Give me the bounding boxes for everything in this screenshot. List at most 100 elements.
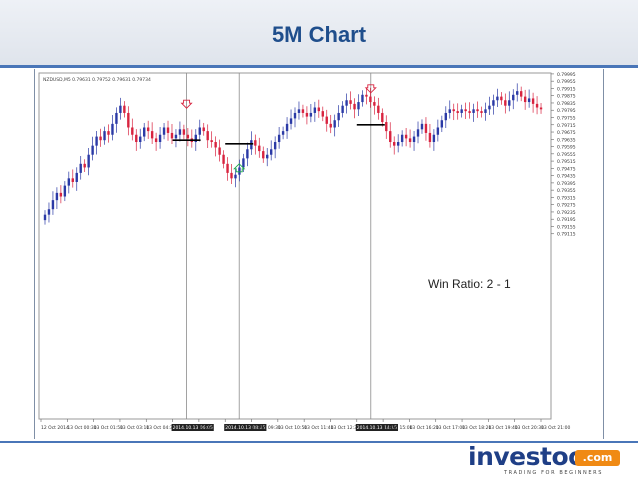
candle-body (512, 94, 515, 101)
y-tick-label: 0.79995 (557, 72, 576, 78)
candle-body (432, 134, 436, 143)
x-tick-label: 13 Oct 04:30 (146, 425, 175, 431)
candle-body (448, 109, 451, 113)
candle-body (293, 112, 297, 119)
candle-body (424, 123, 428, 133)
candle-body (206, 131, 209, 141)
candle-body (527, 98, 531, 103)
candle-body (95, 136, 98, 146)
x-tick-highlight (355, 424, 398, 431)
candle-body (87, 154, 90, 168)
candle-body (214, 142, 217, 148)
candle-body (321, 111, 324, 117)
candle-body (535, 103, 539, 108)
candle-body (504, 100, 507, 106)
candle-body (309, 112, 313, 117)
x-tick-label: 2014.10.13 06:05 (173, 425, 213, 431)
x-tick-highlight (224, 424, 267, 431)
candle-body (150, 131, 154, 139)
x-tick-label: 13 Oct 17:00 (436, 425, 465, 431)
candle-body (496, 96, 499, 101)
y-tick-label: 0.79675 (557, 130, 576, 136)
candle-body (146, 127, 150, 132)
candle-body (170, 132, 174, 139)
candle-body (472, 109, 475, 113)
candle-body (484, 109, 487, 113)
candle-body (539, 107, 543, 110)
candle-body (166, 127, 170, 133)
x-tick-label: 13 Oct (199, 425, 214, 431)
candle-body (242, 158, 245, 168)
y-tick-label: 0.79315 (557, 195, 576, 201)
candle-body (182, 129, 186, 135)
candle-body (194, 134, 197, 143)
candle-body (519, 91, 523, 97)
candle-body (103, 131, 106, 141)
candle-body (277, 134, 281, 143)
candle-body (234, 174, 237, 179)
candle-body (468, 111, 471, 113)
candle-body (55, 192, 59, 201)
candle-body (452, 109, 455, 112)
candle-body (329, 123, 332, 128)
candle-body (266, 154, 269, 159)
buy-arrow-icon (233, 163, 246, 173)
candle-body (119, 105, 122, 113)
candle-body (127, 112, 130, 128)
symbol-label: NZDUSD,M5 0.79631 0.79752 0.79631 0.7973… (43, 77, 151, 83)
candle-body (531, 98, 535, 104)
candle-body (202, 127, 205, 132)
candle-body (99, 136, 102, 141)
x-tick-label: 13 Oct 15:00 (383, 425, 412, 431)
candle-body (67, 178, 71, 186)
candle-body (488, 105, 491, 110)
candle-body (262, 151, 265, 159)
candle-body (420, 123, 424, 130)
candle-body (516, 91, 519, 95)
candle-body (408, 138, 412, 143)
y-tick-label: 0.79595 (557, 145, 576, 151)
candle-body (353, 103, 356, 110)
x-tick-label: 2014.10.13 14:15 (357, 425, 397, 431)
candle-body (143, 127, 146, 137)
candle-body (230, 172, 233, 179)
candle-body (381, 112, 384, 123)
candle-body (289, 118, 293, 124)
x-tick-label: 13 Oct 21:00 (541, 425, 570, 431)
y-tick-label: 0.79155 (557, 224, 576, 230)
x-tick-label: 13 Oct 16:20 (409, 425, 438, 431)
candle-body (373, 102, 376, 106)
candle-body (436, 127, 440, 135)
candle-body (158, 134, 162, 143)
x-tick-label: 13 Oct 18:20 (462, 425, 491, 431)
sell-arrow-icon (180, 99, 193, 109)
candle-body (492, 100, 495, 106)
candle-body (47, 209, 51, 215)
x-tick-label: 13 Oct 10:50 (278, 425, 307, 431)
candle-body (218, 147, 221, 155)
y-tick-label: 0.79555 (557, 152, 576, 158)
candle-body (345, 100, 348, 106)
candle-body (154, 138, 158, 143)
candle-body (131, 127, 134, 135)
logo-tagline: TRADING FOR BEGINNERS (504, 470, 603, 476)
candle-body (186, 134, 190, 139)
candle-body (523, 96, 527, 103)
candle-body (269, 149, 273, 155)
candle-body (238, 167, 241, 175)
plot-border (38, 72, 552, 420)
y-tick-label: 0.79755 (557, 115, 576, 121)
y-tick-label: 0.79875 (557, 94, 576, 100)
candle-body (476, 109, 479, 112)
candle-body (480, 111, 483, 113)
candle-body (396, 142, 400, 146)
candle-body (59, 192, 63, 197)
candle-body (254, 140, 257, 146)
y-tick-label: 0.79435 (557, 174, 576, 180)
candle-body (63, 185, 67, 197)
y-tick-label: 0.79955 (557, 79, 576, 85)
candle-body (341, 105, 344, 113)
candle-body (460, 109, 463, 113)
x-tick-label: 13 Oct 03:10 (120, 425, 149, 431)
candle-body (246, 149, 249, 159)
